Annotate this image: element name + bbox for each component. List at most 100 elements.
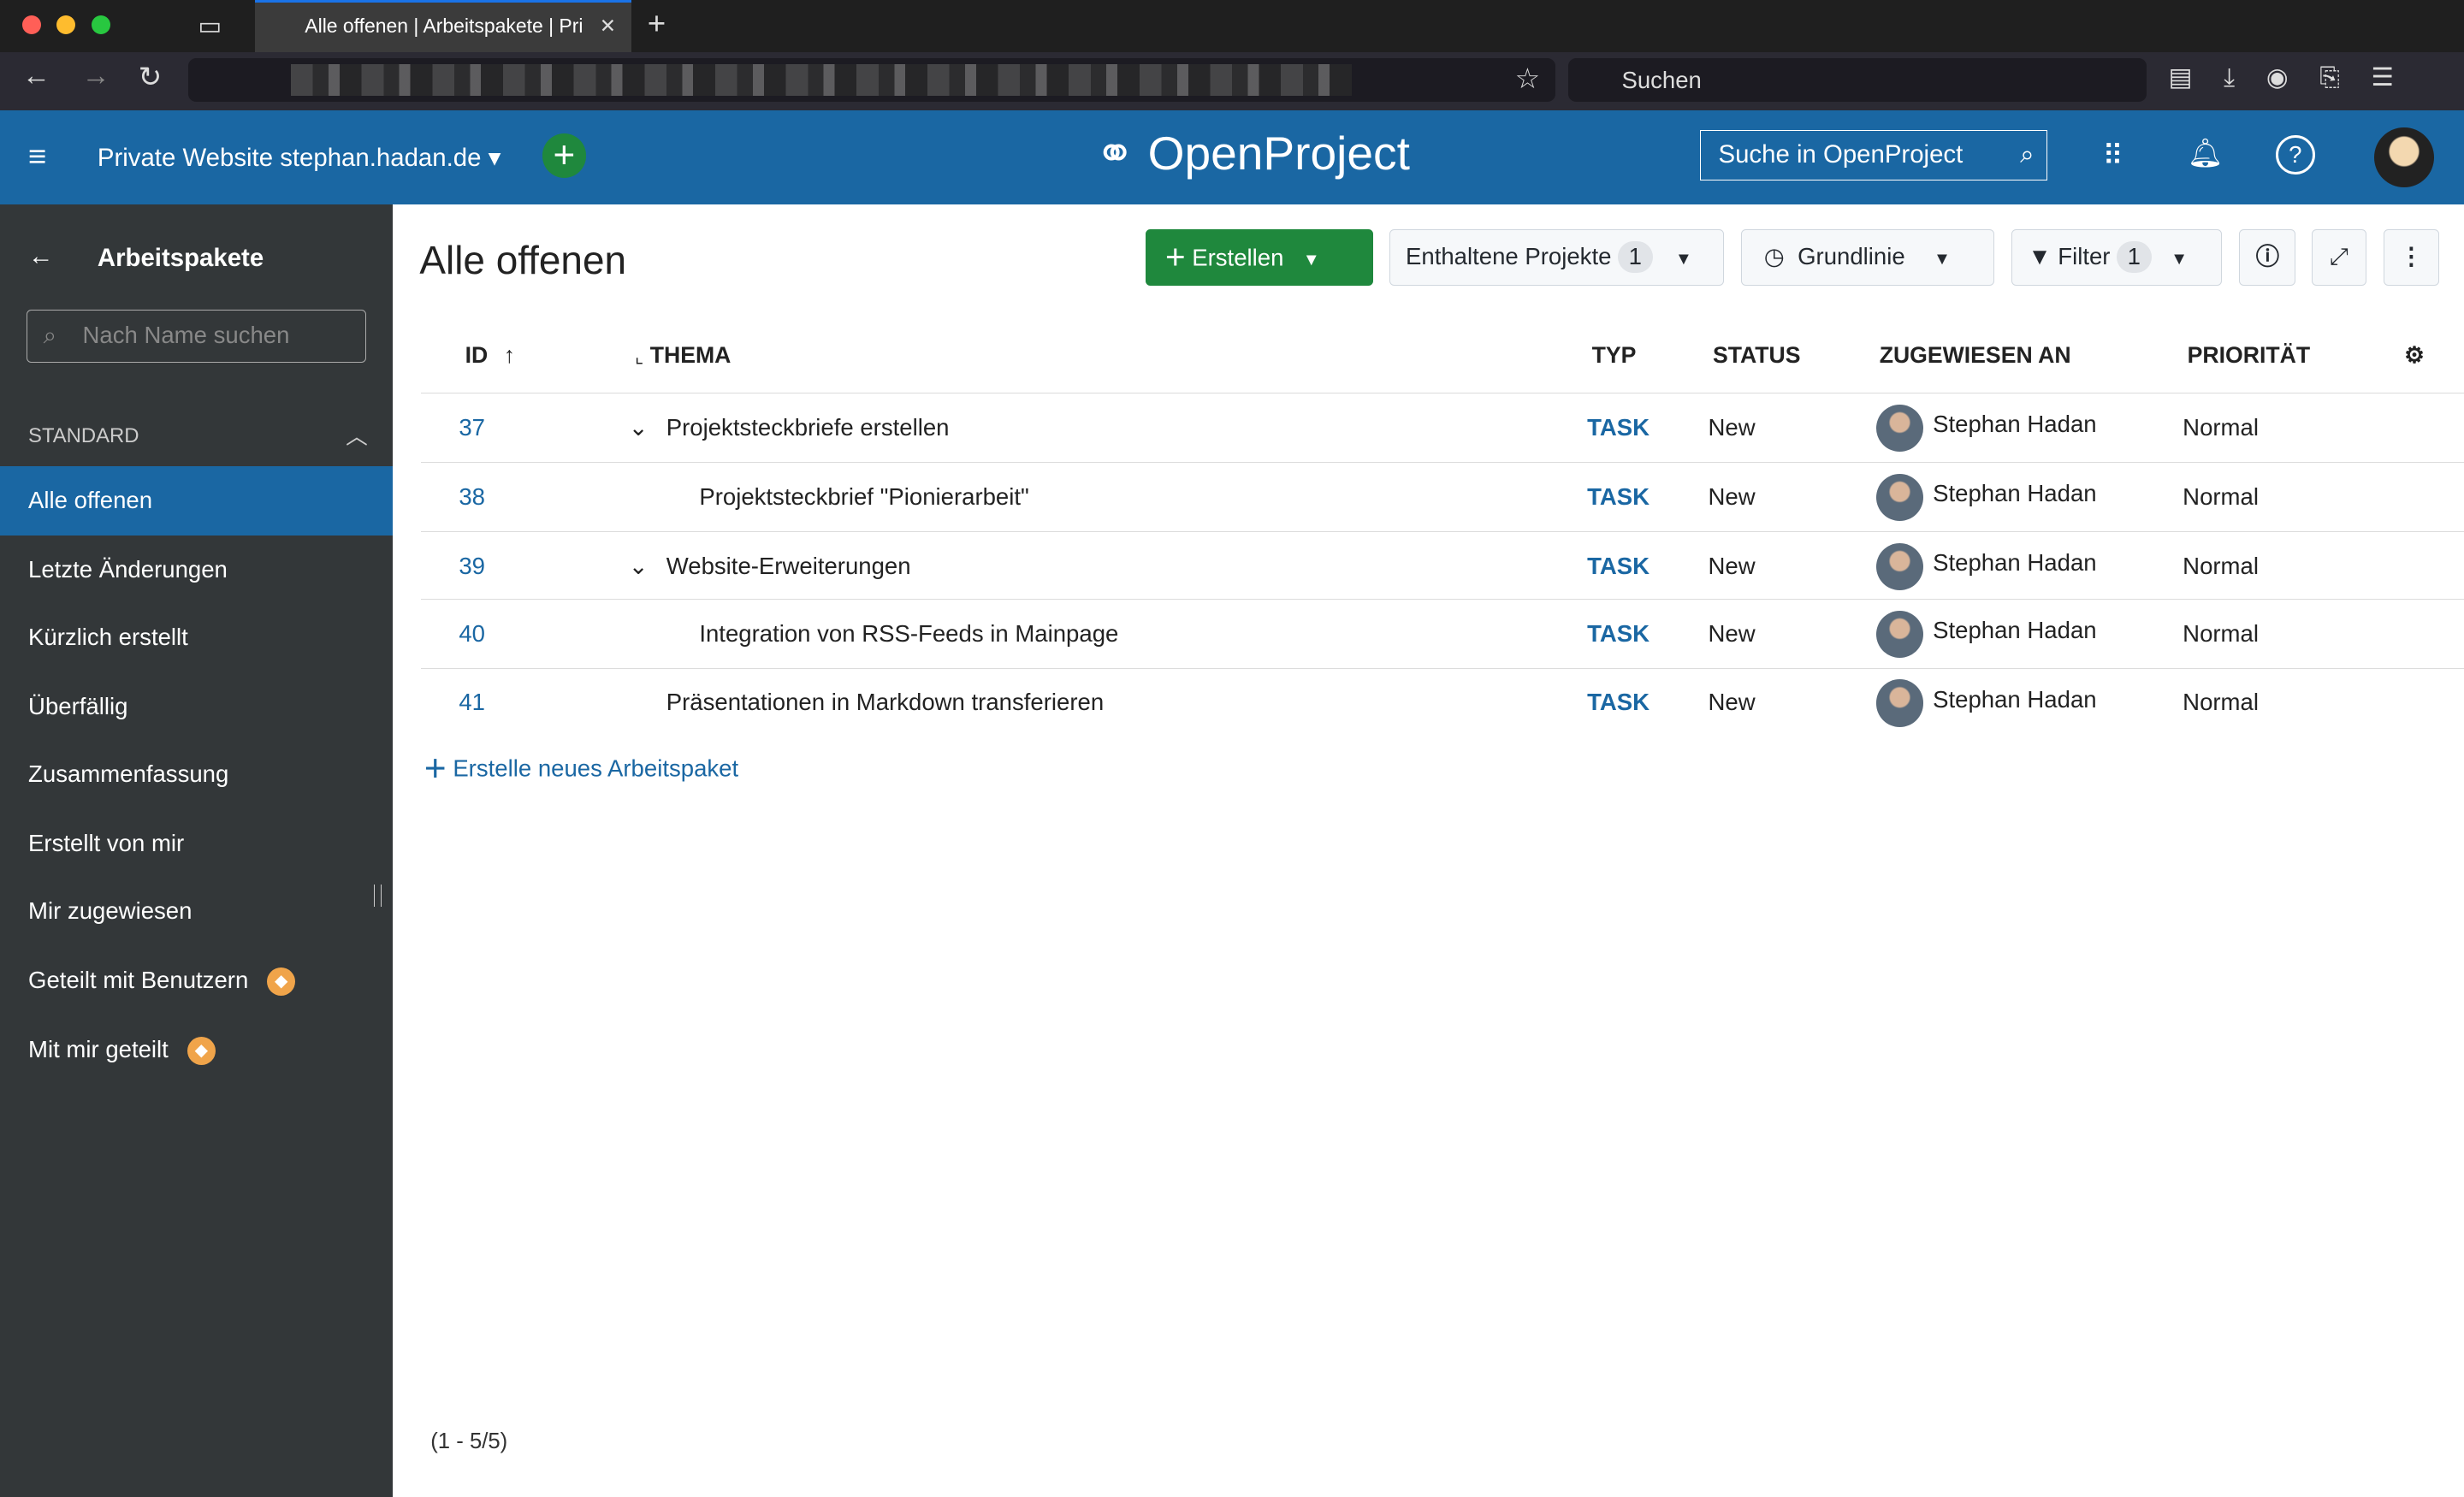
filter-funnel-icon: ▼: [2028, 243, 2052, 270]
browser-extension-icons[interactable]: ▤⤓◉⎘☰: [2168, 63, 2426, 92]
caret-down-icon: ▼: [2171, 250, 2189, 269]
row-status[interactable]: New: [1708, 689, 1756, 716]
close-tab-icon[interactable]: ✕: [599, 15, 616, 37]
sidebar-resize-handle[interactable]: [374, 885, 382, 907]
row-subject[interactable]: Website-Erweiterungen: [666, 552, 911, 579]
chevron-up-icon[interactable]: ︿: [346, 425, 368, 450]
back-arrow-icon[interactable]: ←: [28, 241, 54, 270]
table-row[interactable]: 37 ⌄ Projektsteckbriefe erstellen TASK New St…: [421, 393, 2464, 463]
sidebar-title: Arbeitspakete: [97, 243, 264, 272]
close-window-button[interactable]: [21, 15, 41, 35]
row-assignee[interactable]: Stephan Hadan: [1933, 480, 2097, 507]
openproject-logo[interactable]: ⚭ OpenProject: [1095, 126, 1410, 180]
section-header[interactable]: STANDARD: [28, 423, 139, 447]
row-subject[interactable]: Präsentationen in Markdown transferieren: [666, 689, 1105, 716]
row-assignee[interactable]: Stephan Hadan: [1933, 411, 2097, 438]
sidebar-item-label: Letzte Änderungen: [28, 556, 228, 583]
browser-search-input[interactable]: Suchen: [1568, 57, 2147, 103]
expand-icon: ⤢: [2329, 243, 2348, 270]
row-id-link[interactable]: 41: [459, 689, 485, 716]
row-assignee[interactable]: Stephan Hadan: [1933, 549, 2097, 576]
assignee-avatar: [1876, 542, 1924, 590]
create-button[interactable]: + Erstellen ▼: [1145, 229, 1374, 287]
sidebar-item-mir-zugewiesen[interactable]: Mir zugewiesen: [0, 877, 393, 946]
baseline-clock-icon: ◷: [1763, 243, 1785, 270]
row-priority[interactable]: Normal: [2183, 552, 2259, 579]
browser-search-placeholder: Suchen: [1621, 66, 1702, 93]
user-avatar[interactable]: [2374, 127, 2435, 187]
table-row[interactable]: 39 ⌄ Website-Erweiterungen TASK New Stephan H…: [421, 530, 2464, 601]
sidebar-item-mit-mir-geteilt[interactable]: Mit mir geteilt ◆: [0, 1015, 393, 1085]
filter-button[interactable]: ▼ Filter 1 ▼: [2011, 229, 2223, 287]
column-header-type[interactable]: TYP: [1591, 342, 1637, 369]
sidebar-item-label: Überfällig: [28, 693, 128, 720]
sidebar-item-ueberfaellig[interactable]: Überfällig: [0, 672, 393, 742]
row-assignee[interactable]: Stephan Hadan: [1933, 685, 2097, 713]
chevron-down-icon[interactable]: ⌄: [628, 414, 649, 441]
add-work-package-link[interactable]: + Erstelle neues Arbeitspaket: [424, 748, 738, 790]
row-status[interactable]: New: [1708, 619, 1756, 647]
info-button[interactable]: ⓘ: [2239, 229, 2296, 287]
row-priority[interactable]: Normal: [2183, 414, 2259, 441]
browser-tab[interactable]: Alle offenen | Arbeitspakete | Pri ✕: [254, 0, 632, 52]
column-header-priority[interactable]: PRIORITÄT: [2187, 342, 2311, 369]
row-id-link[interactable]: 40: [459, 619, 485, 647]
row-id-link[interactable]: 39: [459, 552, 485, 579]
row-priority[interactable]: Normal: [2183, 482, 2259, 510]
forward-icon[interactable]: →: [81, 59, 110, 92]
enterprise-badge-icon: ◆: [267, 967, 296, 996]
global-search[interactable]: Suche in OpenProject ⌕: [1700, 130, 2048, 181]
sidebar-item-geteilt-mit-benutzern[interactable]: Geteilt mit Benutzern ◆: [0, 946, 393, 1015]
chevron-down-icon[interactable]: ⌄: [628, 552, 649, 579]
menu-icon[interactable]: ≡: [28, 138, 47, 174]
sidebar-item-label: Erstellt von mir: [28, 829, 185, 856]
tab-overview-icon[interactable]: ▭: [198, 11, 222, 40]
browser-tab-bar: ▭ Alle offenen | Arbeitspakete | Pri ✕ +: [0, 0, 2464, 52]
sidebar-item-alle-offenen[interactable]: Alle offenen: [0, 466, 394, 536]
row-subject[interactable]: Projektsteckbrief "Pionierarbeit": [699, 482, 1029, 510]
row-subject[interactable]: Projektsteckbriefe erstellen: [666, 414, 950, 441]
column-header-subject[interactable]: ⌞ THEMA: [635, 342, 731, 369]
sidebar-item-kuerzlich-erstellt[interactable]: Kürzlich erstellt: [0, 603, 393, 672]
quick-add-button[interactable]: +: [542, 133, 587, 178]
modules-grid-icon[interactable]: ⠿: [2102, 139, 2123, 172]
column-header-id[interactable]: ID ↑: [465, 342, 515, 369]
table-row[interactable]: 41 Präsentationen in Markdown transferier…: [421, 667, 2464, 738]
project-selector[interactable]: Private Website stephan.hadan.de ▾: [97, 144, 501, 173]
row-priority[interactable]: Normal: [2183, 689, 2259, 716]
column-header-status[interactable]: STATUS: [1713, 342, 1801, 369]
row-status[interactable]: New: [1708, 482, 1756, 510]
sidebar-item-erstellt-von-mir[interactable]: Erstellt von mir: [0, 809, 393, 879]
caret-down-icon: ▼: [1674, 250, 1692, 269]
row-assignee[interactable]: Stephan Hadan: [1933, 616, 2097, 643]
back-icon[interactable]: ←: [21, 59, 50, 92]
row-id-link[interactable]: 37: [459, 414, 485, 441]
minimize-window-button[interactable]: [56, 15, 76, 35]
column-settings-gear-icon[interactable]: ⚙: [2404, 342, 2426, 369]
reload-icon[interactable]: ↻: [138, 61, 163, 93]
table-row[interactable]: 38 Projektsteckbrief "Pionierarbeit" TASK N…: [421, 461, 2464, 532]
fullscreen-button[interactable]: ⤢: [2311, 229, 2367, 287]
bookmark-star-icon[interactable]: ☆: [1514, 62, 1541, 95]
notification-bell-icon[interactable]: 🔔︎: [2187, 137, 2224, 169]
column-header-assignee[interactable]: ZUGEWIESEN AN: [1879, 342, 2071, 369]
assignee-avatar: [1876, 473, 1924, 521]
table-row[interactable]: 40 Integration von RSS-Feeds in Mainpage T…: [421, 598, 2464, 669]
sidebar-item-letzte-aenderungen[interactable]: Letzte Änderungen: [0, 535, 393, 605]
caret-down-icon: ▼: [1302, 251, 1320, 270]
row-priority[interactable]: Normal: [2183, 619, 2259, 647]
plus-icon: +: [424, 748, 447, 790]
sidebar-item-zusammenfassung[interactable]: Zusammenfassung: [0, 740, 393, 809]
sidebar-search-input[interactable]: ⌕ Nach Name suchen: [27, 309, 366, 364]
row-type: TASK: [1587, 414, 1650, 441]
new-tab-button[interactable]: +: [647, 6, 666, 42]
row-id-link[interactable]: 38: [459, 482, 485, 510]
more-options-button[interactable]: ⋮: [2384, 229, 2439, 287]
help-icon[interactable]: ?: [2275, 134, 2315, 175]
maximize-window-button[interactable]: [91, 15, 110, 35]
row-subject[interactable]: Integration von RSS-Feeds in Mainpage: [699, 619, 1119, 647]
included-projects-button[interactable]: Enthaltene Projekte 1 ▼: [1389, 229, 1724, 287]
row-status[interactable]: New: [1708, 414, 1756, 441]
baseline-button[interactable]: ◷ Grundlinie ▼: [1741, 229, 1994, 287]
row-status[interactable]: New: [1708, 552, 1756, 579]
